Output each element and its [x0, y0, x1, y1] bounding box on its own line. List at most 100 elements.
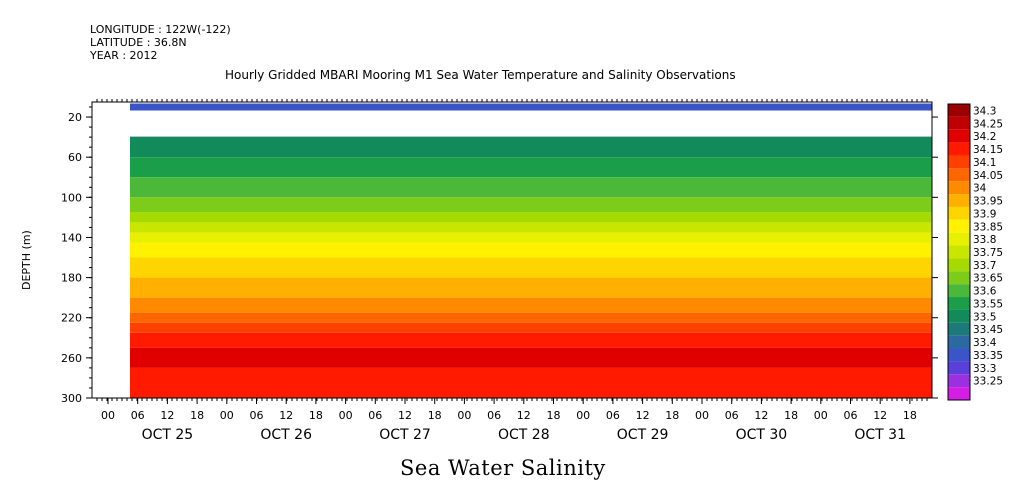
colorbar-label: 33.8: [973, 234, 996, 246]
y-tick-label: 20: [68, 111, 82, 124]
colorbar-swatch: [948, 206, 970, 220]
salinity-band: [130, 257, 932, 278]
colorbar-label: 34.05: [973, 170, 1003, 182]
y-tick-label: 100: [61, 191, 82, 204]
colorbar-swatch: [948, 181, 970, 195]
x-hour-label: 00: [101, 409, 115, 422]
x-hour-label: 12: [517, 409, 531, 422]
longitude-text: LONGITUDE : 122W(-122): [90, 23, 231, 36]
salinity-band: [130, 312, 932, 323]
salinity-band: [130, 232, 932, 243]
colorbar-swatch: [948, 155, 970, 169]
x-hour-label: 06: [606, 409, 620, 422]
colorbar-label: 33.4: [973, 337, 997, 349]
salinity-band: [130, 297, 932, 313]
x-hour-label: 06: [131, 409, 145, 422]
colorbar-label: 33.9: [973, 208, 996, 220]
x-hour-label: 00: [220, 409, 234, 422]
colorbar-swatch: [948, 245, 970, 259]
x-hour-label: 12: [873, 409, 887, 422]
x-hour-label: 00: [576, 409, 590, 422]
x-hour-label: 06: [844, 409, 858, 422]
bottom-title: Sea Water Salinity: [400, 456, 606, 480]
x-hour-label: 18: [784, 409, 798, 422]
colorbar-label: 34.15: [973, 144, 1003, 156]
x-hour-label: 12: [398, 409, 412, 422]
colorbar-swatch: [948, 297, 970, 310]
salinity-band: [130, 157, 932, 178]
year-text: YEAR : 2012: [90, 49, 158, 62]
salinity-band: [130, 137, 932, 158]
x-day-label: OCT 31: [854, 427, 906, 443]
colorbar-swatch: [948, 219, 970, 233]
x-hour-label: 00: [814, 409, 828, 422]
colorbar-swatch: [948, 258, 970, 272]
colorbar-swatch: [948, 374, 970, 388]
x-hour-label: 12: [160, 409, 174, 422]
x-hour-label: 12: [636, 409, 650, 422]
x-hour-label: 00: [339, 409, 353, 422]
colorbar-label: 33.85: [973, 221, 1003, 233]
salinity-band: [130, 322, 932, 333]
x-hour-label: 00: [457, 409, 471, 422]
colorbar-label: 33.55: [973, 298, 1003, 310]
x-day-label: OCT 26: [260, 427, 312, 443]
colorbar-label: 34.1: [973, 157, 996, 169]
salinity-band: [130, 212, 932, 223]
colorbar-swatch: [948, 335, 970, 349]
colorbar-swatch: [948, 142, 970, 156]
salinity-band: [130, 347, 932, 368]
colorbar-swatch: [948, 168, 970, 182]
salinity-band: [130, 222, 932, 233]
colorbar-label: 34.2: [973, 131, 996, 143]
x-hour-label: 06: [368, 409, 382, 422]
x-hour-label: 06: [487, 409, 501, 422]
colorbar-label: 33.75: [973, 247, 1003, 259]
y-tick-label: 140: [61, 231, 82, 244]
salinity-band: [130, 332, 932, 348]
colorbar-label: 33.65: [973, 273, 1003, 285]
x-day-label: OCT 27: [379, 427, 431, 443]
y-tick-label: 60: [68, 151, 82, 164]
x-day-label: OCT 30: [736, 427, 788, 443]
colorbar-label: 34.25: [973, 118, 1003, 130]
x-hour-label: 18: [428, 409, 442, 422]
colorbar-swatch: [948, 271, 970, 285]
colorbar-label: 33.7: [973, 260, 996, 272]
latitude-text: LATITUDE : 36.8N: [90, 36, 187, 49]
colorbar-label: 34: [973, 183, 987, 195]
colorbar-label: 33.95: [973, 196, 1003, 208]
colorbar-label: 34.3: [973, 105, 996, 117]
x-hour-label: 18: [547, 409, 561, 422]
colorbar-label: 33.45: [973, 324, 1003, 336]
x-day-label: OCT 28: [498, 427, 550, 443]
colorbar-swatch: [948, 232, 970, 246]
y-tick-label: 260: [61, 352, 82, 365]
y-tick-label: 180: [61, 272, 82, 285]
x-hour-label: 18: [665, 409, 679, 422]
colorbar-swatch: [948, 284, 970, 298]
salinity-band: [130, 242, 932, 258]
colorbar-swatch: [948, 361, 970, 375]
chart-title: Hourly Gridded MBARI Mooring M1 Sea Wate…: [225, 68, 736, 82]
x-hour-label: 18: [190, 409, 204, 422]
y-tick-label: 220: [61, 312, 82, 325]
colorbar-swatch: [948, 322, 970, 336]
salinity-band: [130, 136, 932, 138]
colorbar-label: 33.6: [973, 286, 997, 298]
x-hour-label: 12: [279, 409, 293, 422]
x-hour-label: 06: [250, 409, 264, 422]
colorbar-swatch: [948, 194, 970, 207]
x-day-label: OCT 29: [617, 427, 669, 443]
x-hour-label: 12: [754, 409, 768, 422]
x-hour-label: 18: [903, 409, 917, 422]
colorbar-swatch: [948, 387, 970, 400]
colorbar-label: 33.3: [973, 363, 996, 375]
colorbar-swatch: [948, 104, 970, 117]
colorbar-swatch: [948, 309, 970, 323]
y-tick-label: 300: [61, 392, 82, 405]
colorbar-frame: [947, 103, 971, 401]
colorbar-label: 33.35: [973, 350, 1003, 362]
colorbar-label: 33.5: [973, 311, 996, 323]
salinity-band: [130, 177, 932, 198]
